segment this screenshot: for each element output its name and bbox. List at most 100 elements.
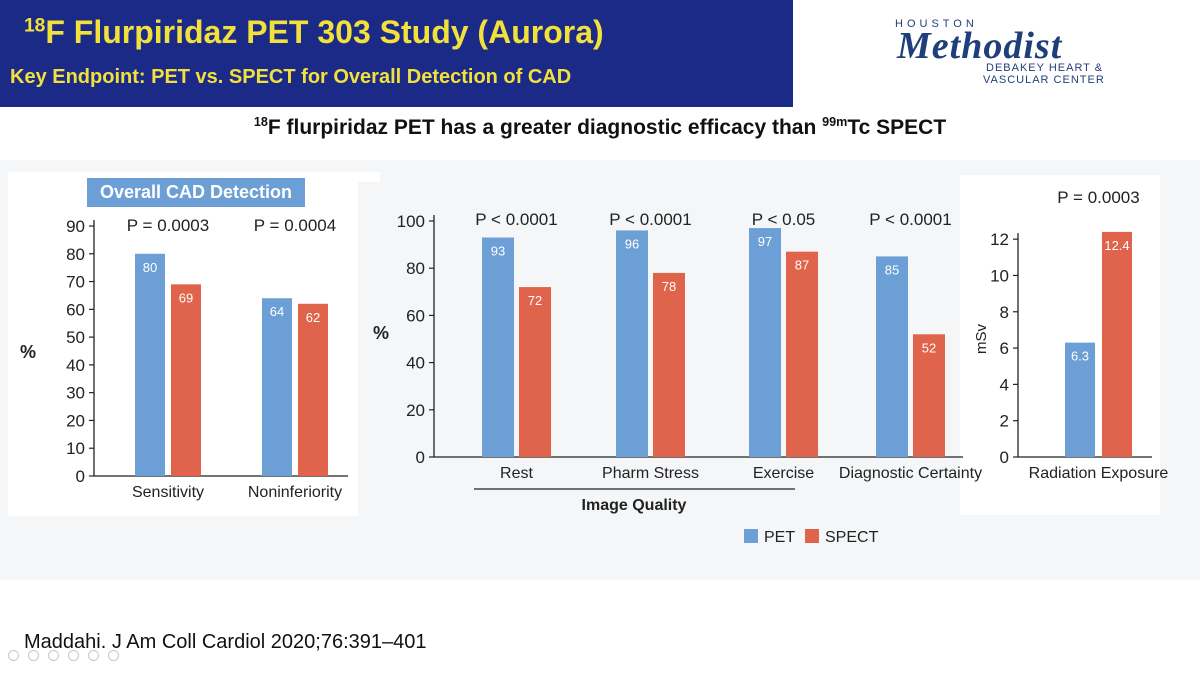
chart1-y-axis-label: %	[20, 342, 36, 362]
legend-swatch-spect	[805, 529, 819, 543]
title-banner: 18F Flurpiridaz PET 303 Study (Aurora) K…	[0, 0, 793, 107]
chart2-category-label: Exercise	[753, 465, 814, 482]
chart1-data-label: 80	[143, 260, 157, 275]
control-icon[interactable]	[108, 650, 119, 661]
subtitle-part1: F flurpiridaz PET has a greater diagnost…	[267, 116, 823, 139]
chart3-y-tick-label: 2	[1000, 412, 1009, 431]
citation: Maddahi. J Am Coll Cardiol 2020;76:391–4…	[24, 631, 427, 653]
chart1-y-tick-label: 20	[66, 411, 85, 430]
chart1-category-label: Sensitivity	[132, 484, 204, 501]
control-icon[interactable]	[8, 650, 19, 661]
chart1-data-label: 62	[306, 310, 320, 325]
title-superscript: 18	[24, 15, 46, 37]
slide-key-endpoint: Key Endpoint: PET vs. SPECT for Overall …	[10, 66, 572, 88]
logo-houston: HOUSTON	[895, 18, 978, 30]
control-icon[interactable]	[28, 650, 39, 661]
chart2-data-label: 97	[758, 234, 772, 249]
chart1-p-value: P = 0.0004	[254, 216, 336, 235]
chart3-bar-pet	[1065, 342, 1095, 457]
chart2-p-value: P < 0.0001	[475, 210, 557, 229]
chart1-data-label: 69	[179, 290, 193, 305]
chart2-data-label: 87	[795, 258, 809, 273]
chart3-y-tick-label: 4	[1000, 375, 1009, 394]
chart2-bar-spect	[786, 251, 818, 457]
chart2-category-label: Rest	[500, 465, 533, 482]
chart3-y-tick-label: 12	[990, 230, 1009, 249]
subtitle-sup-18: 18	[253, 115, 268, 129]
chart1-bar-spect	[298, 303, 328, 476]
logo-methodist: Methodist	[897, 25, 1063, 67]
logo-line2: VASCULAR CENTER	[983, 74, 1105, 86]
chart2-y-tick-label: 80	[406, 259, 425, 278]
chart3-y-axis-label: mSv	[973, 324, 990, 355]
chart2-y-tick-label: 20	[406, 401, 425, 420]
chart1-y-tick-label: 30	[66, 384, 85, 403]
chart2-bar-pet	[616, 230, 648, 457]
chart2-y-tick-label: 100	[397, 212, 425, 231]
chart2-y-tick-label: 60	[406, 306, 425, 325]
chart1-category-label: Noninferiority	[248, 484, 342, 501]
logo-line1: DEBAKEY HEART &	[986, 62, 1104, 74]
chart1-bar-pet	[262, 298, 292, 476]
chart1-y-tick-label: 40	[66, 356, 85, 375]
legend-label-spect: SPECT	[825, 529, 879, 546]
legend-label-pet: PET	[764, 529, 795, 546]
chart2-p-value: P < 0.0001	[869, 210, 951, 229]
chart2-bar-spect	[913, 334, 945, 457]
legend-swatch-pet	[744, 529, 758, 543]
chart1-bar-pet	[135, 253, 165, 476]
chart3-y-tick-label: 6	[1000, 339, 1009, 358]
chart1-p-value: P = 0.0003	[127, 216, 209, 235]
chart2-bar-spect	[519, 287, 551, 457]
chart2-data-label: 85	[885, 262, 899, 277]
chart2-bar-spect	[653, 272, 685, 457]
slide-subtitle: 18F flurpiridaz PET has a greater diagno…	[0, 116, 1200, 140]
subtitle-sup-99m: 99m	[822, 115, 848, 129]
chart1-bar-spect	[171, 284, 201, 476]
chart2-category-label: Pharm Stress	[602, 465, 699, 482]
control-icon[interactable]	[48, 650, 59, 661]
chart3-data-label: 12.4	[1104, 238, 1129, 253]
title-text: F Flurpiridaz PET 303 Study (Aurora)	[45, 14, 604, 50]
chart1-y-tick-label: 90	[66, 217, 85, 236]
chart1-title-box	[87, 178, 305, 207]
control-icon[interactable]	[68, 650, 79, 661]
chart1-title: Overall CAD Detection	[100, 182, 292, 202]
chart2-y-axis-label: %	[373, 323, 389, 343]
chart1-data-label: 64	[270, 304, 284, 319]
subtitle-part2: Tc SPECT	[847, 116, 947, 139]
chart2-category-label: Diagnostic Certainty	[839, 465, 982, 482]
chart3-category-label: Radiation Exposure	[1029, 465, 1169, 482]
chart1-y-tick-label: 10	[66, 439, 85, 458]
presentation-controls[interactable]	[8, 648, 128, 661]
chart3-y-tick-label: 10	[990, 266, 1009, 285]
chart2-p-value: P < 0.05	[752, 210, 816, 229]
chart2-data-label: 93	[491, 244, 505, 259]
chart1-y-tick-label: 0	[76, 467, 85, 486]
chart1-y-tick-label: 50	[66, 328, 85, 347]
chart1-y-tick-label: 60	[66, 300, 85, 319]
chart3-y-tick-label: 8	[1000, 303, 1009, 322]
slide-title: 18F Flurpiridaz PET 303 Study (Aurora)	[24, 14, 604, 51]
chart3-p-value: P = 0.0003	[1057, 188, 1139, 207]
chart2-data-label: 78	[662, 279, 676, 294]
chart2-bar-pet	[749, 228, 781, 457]
chart2-bar-pet	[876, 256, 908, 457]
chart3-data-label: 6.3	[1071, 349, 1089, 364]
chart2-data-label: 52	[922, 340, 936, 355]
chart2-y-tick-label: 40	[406, 354, 425, 373]
chart2-group-label: Image Quality	[582, 497, 687, 514]
chart2-p-value: P < 0.0001	[609, 210, 691, 229]
control-icon[interactable]	[88, 650, 99, 661]
houston-methodist-logo: HOUSTON Methodist DEBAKEY HEART & VASCUL…	[793, 0, 1200, 107]
chart1-y-tick-label: 70	[66, 273, 85, 292]
chart2-bar-pet	[482, 237, 514, 457]
chart2-y-tick-label: 0	[416, 448, 425, 467]
chart2-data-label: 96	[625, 236, 639, 251]
chart3-y-tick-label: 0	[1000, 448, 1009, 467]
chart2-data-label: 72	[528, 293, 542, 308]
chart3-bar-spect	[1102, 231, 1132, 457]
chart1-y-tick-label: 80	[66, 245, 85, 264]
